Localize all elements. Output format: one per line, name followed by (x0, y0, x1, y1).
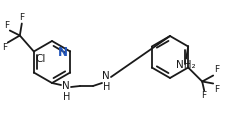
Text: H: H (103, 82, 111, 92)
Text: F: F (202, 92, 207, 100)
Text: Cl: Cl (36, 54, 46, 64)
Text: F: F (2, 44, 7, 53)
Text: F: F (214, 66, 219, 75)
Text: N: N (58, 46, 68, 59)
Text: F: F (19, 14, 24, 23)
Text: F: F (214, 85, 219, 93)
Text: NH₂: NH₂ (176, 61, 196, 70)
Text: N: N (62, 81, 70, 91)
Text: H: H (63, 92, 71, 102)
Text: N: N (102, 71, 110, 81)
Text: F: F (4, 21, 9, 30)
